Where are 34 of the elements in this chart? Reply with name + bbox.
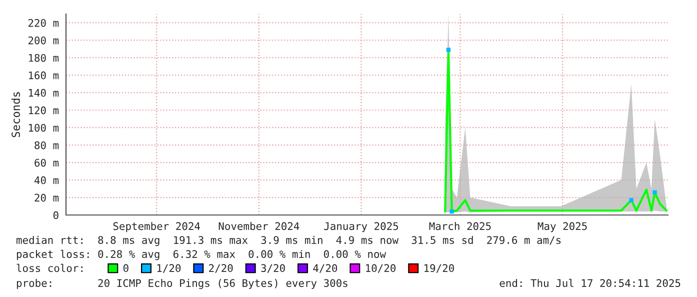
legend-label: 19/20 — [424, 264, 454, 273]
point — [446, 48, 451, 52]
text: end: Thu Jul 17 20:54:11 2025 — [500, 278, 680, 288]
legend-label: 4/20 — [313, 264, 338, 273]
y-axis-title: Seconds — [11, 92, 20, 138]
legend-label: 10/20 — [366, 264, 396, 273]
text: median rtt: 8.8 ms avg 191.3 ms max 3.9 ms min 4.9 ms now 31.5 ms sd 279.6 m am/s — [16, 236, 561, 246]
text: probe: 20 ICMP Echo Pings (56 Bytes) every 300s — [16, 278, 348, 290]
legend-label: 3/20 — [261, 264, 285, 273]
legend-label: 0 — [123, 264, 128, 272]
point — [629, 198, 634, 202]
y-tick-label: 80 m — [34, 141, 59, 150]
legend-label: 1/20 — [157, 264, 181, 273]
x-tick-label: November 2024 — [218, 222, 300, 230]
legend-label: 2/20 — [209, 264, 233, 273]
y-tick-label: 60 m — [34, 158, 59, 167]
y-tick-label: 100 m — [28, 124, 59, 132]
x-tick-label: March 2025 — [429, 222, 491, 230]
x-tick-label: September 2024 — [113, 222, 200, 232]
y-tick-label: 20 m — [34, 194, 59, 202]
y-tick-label: 200 m — [28, 36, 59, 44]
y-tick-label: 120 m — [28, 106, 59, 114]
y-tick-label: 0 — [53, 211, 58, 220]
text: packet loss: 0.28 % avg 6.32 % max 0.00 % min 0.00 % now — [16, 250, 386, 260]
y-tick-label: 160 m — [28, 71, 59, 80]
y-tick-label: 220 m — [28, 18, 59, 27]
y-tick-label: 40 m — [34, 176, 59, 184]
point — [450, 209, 454, 214]
point — [652, 190, 657, 194]
x-tick-label: May 2025 — [538, 222, 587, 232]
legend-title: loss color: — [16, 264, 82, 272]
y-tick-label: 140 m — [28, 88, 59, 97]
y-tick-label: 180 m — [28, 54, 59, 62]
x-tick-label: January 2025 — [324, 222, 398, 232]
